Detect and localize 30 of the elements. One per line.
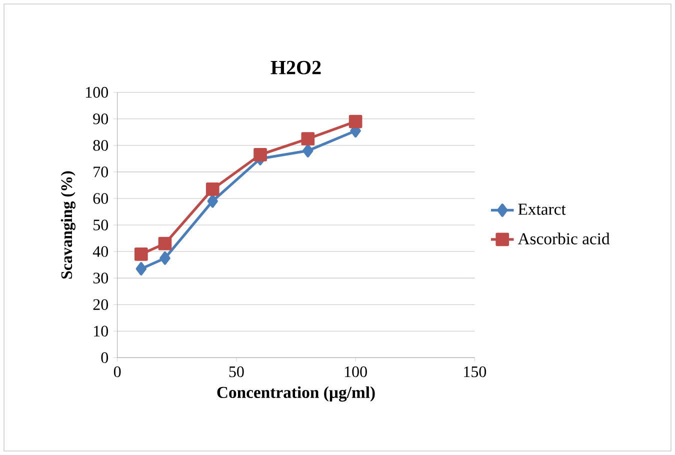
point <box>134 248 148 261</box>
y-tick-label: 20 <box>93 299 108 310</box>
point <box>136 262 146 276</box>
y-tick-label: 50 <box>94 220 108 230</box>
x-tick-label: 50 <box>229 366 244 378</box>
point <box>207 194 218 208</box>
x-axis-title: Concentration (µg/ml) <box>217 386 375 402</box>
legend-label: Ascorbic acid <box>518 232 610 244</box>
chart-title: H2O2 <box>270 60 321 74</box>
y-axis-title: Scavanging (%) <box>60 171 76 279</box>
y-tick-label: 70 <box>94 166 108 178</box>
point <box>254 148 267 162</box>
y-tick-label: 30 <box>93 272 108 284</box>
x-tick-label: 150 <box>464 366 486 378</box>
y-tick-label: 40 <box>92 246 108 257</box>
point <box>348 114 362 128</box>
point <box>206 182 220 196</box>
point <box>160 252 170 265</box>
point <box>158 236 172 250</box>
legend-label: Extarct <box>518 204 566 215</box>
y-tick-label: 80 <box>93 140 108 151</box>
point <box>301 132 315 146</box>
x-tick-label: 100 <box>344 366 367 378</box>
y-tick-label: 90 <box>93 113 108 124</box>
y-tick-label: 100 <box>86 86 108 98</box>
y-tick-label: 10 <box>94 326 108 337</box>
x-tick-label: 0 <box>114 366 121 378</box>
point <box>302 144 314 158</box>
y-tick-label: 60 <box>93 193 108 204</box>
y-tick-label: 0 <box>101 352 108 364</box>
